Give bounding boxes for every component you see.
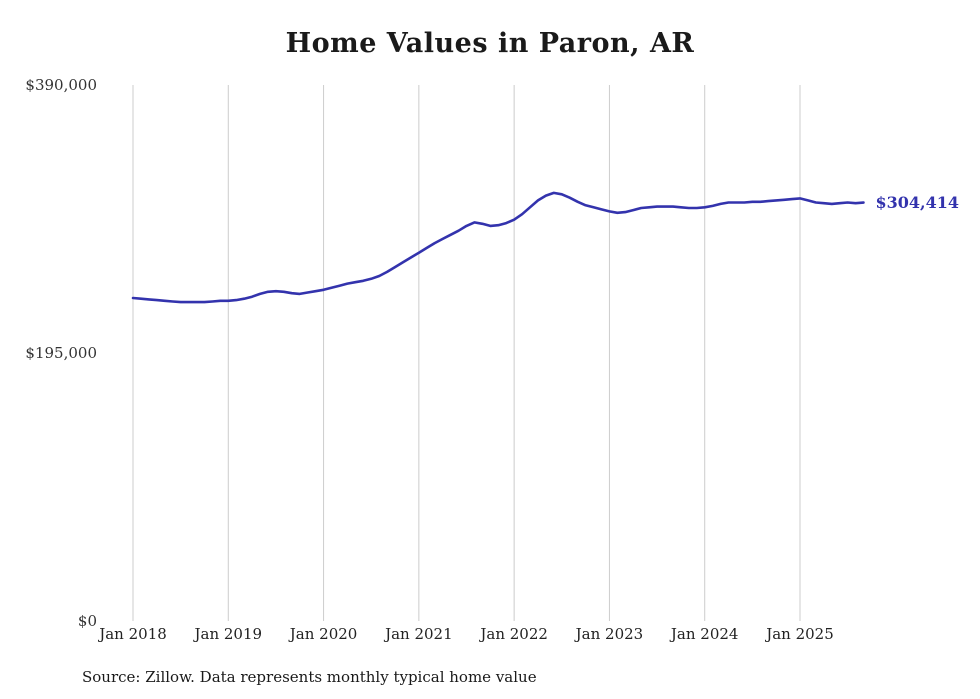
y-tick-label: $0	[77, 612, 97, 630]
x-tick-label: Jan 2022	[480, 625, 548, 643]
home-value-line	[131, 191, 865, 304]
x-tick-label: Jan 2025	[766, 625, 834, 643]
y-tick-label: $195,000	[25, 344, 97, 362]
x-tick-label: Jan 2024	[670, 625, 739, 643]
chart-title: Home Values in Paron, AR	[285, 28, 695, 59]
source-note: Source: Zillow. Data represents monthly …	[82, 668, 537, 686]
x-tick-label: Jan 2018	[99, 625, 167, 643]
x-tick-label: Jan 2021	[385, 625, 453, 643]
x-tick-label: Jan 2023	[575, 625, 644, 643]
x-tick-label: Jan 2019	[194, 625, 263, 643]
x-tick-label: Jan 2020	[289, 625, 358, 643]
y-tick-label: $390,000	[25, 76, 97, 94]
latest-value-label: $304,414	[875, 192, 960, 212]
